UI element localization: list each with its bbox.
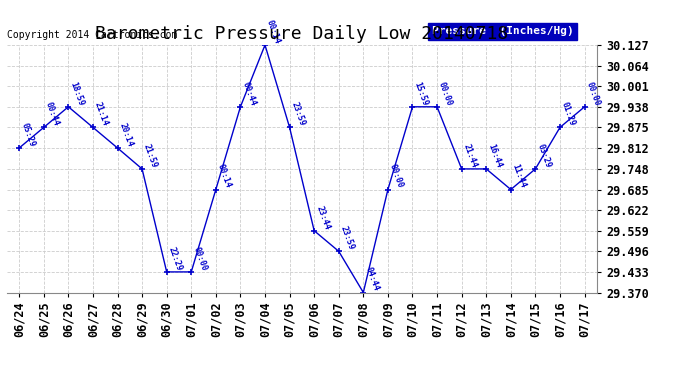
Text: 00:00: 00:00 <box>437 80 454 107</box>
Title: Barometric Pressure Daily Low 20140718: Barometric Pressure Daily Low 20140718 <box>95 26 509 44</box>
Text: 16:44: 16:44 <box>486 142 503 169</box>
Text: Copyright 2014 Cartronics.com: Copyright 2014 Cartronics.com <box>7 30 177 40</box>
Text: 00:14: 00:14 <box>216 163 233 189</box>
Text: 15:59: 15:59 <box>413 80 429 107</box>
Text: 23:59: 23:59 <box>290 101 306 128</box>
Text: 20:14: 20:14 <box>117 122 135 148</box>
Text: 00:00: 00:00 <box>191 245 208 272</box>
Text: 21:44: 21:44 <box>462 142 479 169</box>
Text: 05:29: 05:29 <box>19 122 36 148</box>
Text: 11:44: 11:44 <box>511 163 528 189</box>
Text: 18:59: 18:59 <box>68 80 86 107</box>
Text: 21:14: 21:14 <box>93 101 110 128</box>
Text: Pressure  (Inches/Hg): Pressure (Inches/Hg) <box>432 26 573 36</box>
Text: 04:44: 04:44 <box>364 266 380 292</box>
Text: 23:59: 23:59 <box>339 225 356 251</box>
Text: 03:29: 03:29 <box>535 142 553 169</box>
Text: 22:29: 22:29 <box>167 245 184 272</box>
Text: 00:44: 00:44 <box>43 101 61 128</box>
Text: 00:14: 00:14 <box>265 18 282 45</box>
Text: 00:44: 00:44 <box>240 80 257 107</box>
Text: 01:29: 01:29 <box>560 101 577 128</box>
Text: 00:00: 00:00 <box>388 163 405 189</box>
Text: 23:44: 23:44 <box>314 204 331 231</box>
Text: 21:59: 21:59 <box>142 142 159 169</box>
Text: 00:00: 00:00 <box>584 80 602 107</box>
